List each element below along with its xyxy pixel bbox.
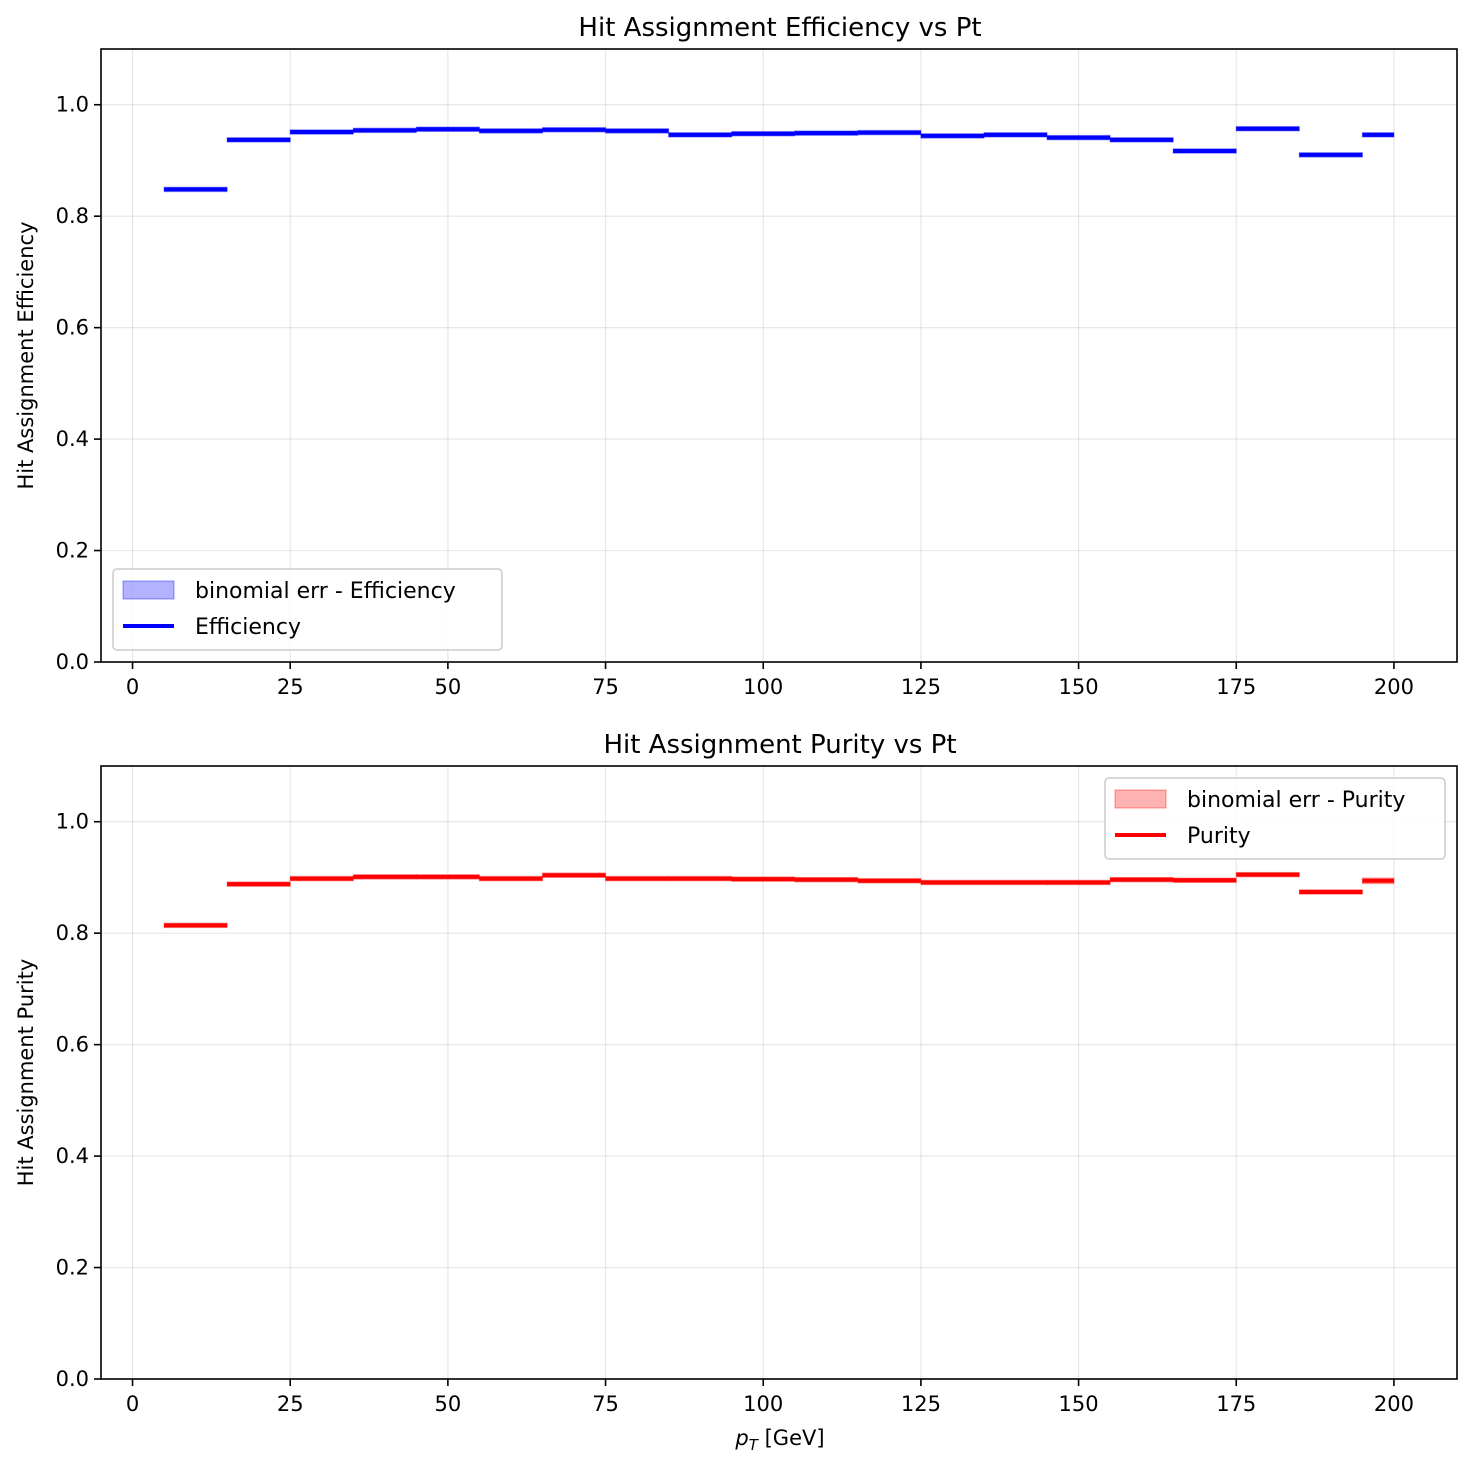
efficiency-x-tick-label: 150	[1059, 675, 1099, 699]
purity-title: Hit Assignment Purity vs Pt	[603, 730, 956, 760]
purity-x-tick-label: 125	[901, 1392, 941, 1416]
efficiency-steps	[164, 126, 1394, 192]
efficiency-y-axis-label: Hit Assignment Efficiency	[14, 221, 38, 489]
efficiency-y-tick-label: 1.0	[56, 93, 89, 117]
purity-y-tick-label: 0.8	[56, 921, 89, 945]
efficiency-legend-box	[112, 568, 503, 651]
purity-y-ticks: 0.0 0.2 0.4 0.6 0.8 1.0	[56, 810, 101, 1391]
purity-x-ticks: 0 25 50 75 100 125 150 175 200	[126, 1379, 1414, 1416]
efficiency-y-tick-label: 0.4	[56, 427, 89, 451]
purity-y-tick-label: 0.4	[56, 1144, 89, 1168]
efficiency-legend-band-swatch	[122, 580, 175, 600]
purity-x-tick-label: 0	[126, 1392, 139, 1416]
efficiency-legend-band-label: binomial err - Efficiency	[195, 579, 456, 604]
purity-legend-box	[1104, 777, 1446, 860]
efficiency-y-tick-label: 0.2	[56, 539, 89, 563]
purity-panel: Hit Assignment Purity vs Pt 0 25 50 75 100 12…	[14, 730, 1458, 1454]
efficiency-x-tick-label: 200	[1374, 675, 1414, 699]
purity-legend: binomial err - Purity Purity	[1104, 777, 1446, 860]
purity-y-tick-label: 0.0	[56, 1367, 89, 1391]
efficiency-x-tick-label: 50	[435, 675, 462, 699]
purity-x-axis-label: pT [GeV]	[734, 1426, 824, 1454]
efficiency-axes-frame	[100, 48, 1458, 663]
purity-x-tick-label: 75	[592, 1392, 619, 1416]
efficiency-x-tick-label: 25	[277, 675, 304, 699]
efficiency-y-tick-label: 0.6	[56, 316, 89, 340]
purity-x-tick-label: 200	[1374, 1392, 1414, 1416]
efficiency-x-ticks: 0 25 50 75 100 125 150 175 200	[126, 662, 1414, 699]
efficiency-x-tick-label: 100	[743, 675, 783, 699]
efficiency-error-bands	[163, 125, 1395, 193]
purity-x-tick-label: 175	[1216, 1392, 1256, 1416]
efficiency-x-tick-label: 125	[901, 675, 941, 699]
efficiency-x-tick-label: 75	[592, 675, 619, 699]
purity-x-tick-label: 150	[1059, 1392, 1099, 1416]
purity-legend-band-swatch	[1114, 789, 1167, 809]
purity-steps	[164, 872, 1394, 928]
purity-x-tick-label: 50	[435, 1392, 462, 1416]
efficiency-legend-line-label: Efficiency	[195, 615, 301, 640]
efficiency-y-ticks: 0.0 0.2 0.4 0.6 0.8 1.0	[56, 93, 101, 674]
purity-legend-band-label: binomial err - Purity	[1187, 788, 1405, 813]
efficiency-panel: Hit Assignment Efficiency vs Pt 0 25 50 75 1…	[14, 13, 1458, 699]
purity-y-tick-label: 0.6	[56, 1033, 89, 1057]
purity-x-tick-label: 100	[743, 1392, 783, 1416]
purity-y-tick-label: 1.0	[56, 810, 89, 834]
purity-y-tick-label: 0.2	[56, 1256, 89, 1280]
efficiency-y-tick-label: 0.8	[56, 204, 89, 228]
purity-axes-frame	[100, 765, 1458, 1380]
efficiency-y-tick-label: 0.0	[56, 650, 89, 674]
purity-legend-line-label: Purity	[1187, 824, 1251, 849]
efficiency-x-tick-label: 175	[1216, 675, 1256, 699]
purity-y-axis-label: Hit Assignment Purity	[14, 959, 38, 1187]
purity-x-tick-label: 25	[277, 1392, 304, 1416]
efficiency-title: Hit Assignment Efficiency vs Pt	[578, 13, 981, 43]
efficiency-legend: binomial err - Efficiency Efficiency	[112, 568, 503, 651]
efficiency-x-tick-label: 0	[126, 675, 139, 699]
